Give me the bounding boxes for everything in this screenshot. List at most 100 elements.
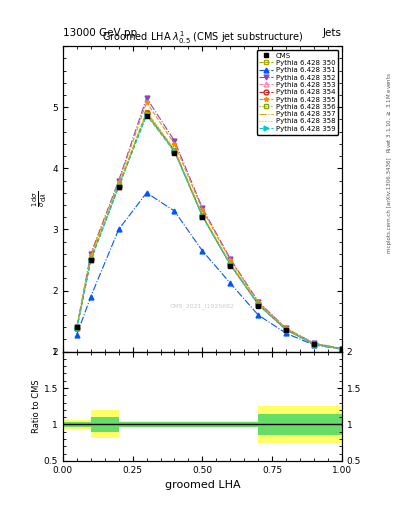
Text: CMS_2021_I1925682: CMS_2021_I1925682 [170,303,235,309]
Bar [258,414,342,435]
Line: Pythia 6.428 357: Pythia 6.428 357 [77,113,342,349]
Pythia 6.428 354 [256,301,261,307]
Pythia 6.428 350 [340,346,344,352]
Pythia 6.428 350 [284,327,288,333]
Pythia 6.428 355 [88,252,93,258]
Bar [63,420,91,429]
Pythia 6.428 353 [116,184,121,190]
Pythia 6.428 358 [256,301,261,307]
Pythia 6.428 353 [340,346,344,352]
Pythia 6.428 353 [284,327,288,333]
Pythia 6.428 358 [172,146,177,153]
Pythia 6.428 358 [144,109,149,115]
Pythia 6.428 355 [312,340,316,347]
Pythia 6.428 353 [75,325,79,331]
Pythia 6.428 353 [256,302,261,308]
Pythia 6.428 355 [75,324,79,330]
Pythia 6.428 359 [228,262,233,268]
Text: Rivet 3.1.10, $\geq$ 3.1M events: Rivet 3.1.10, $\geq$ 3.1M events [385,72,393,153]
Pythia 6.428 359 [256,302,261,308]
Line: CMS: CMS [74,114,344,352]
Pythia 6.428 352 [340,346,344,352]
Pythia 6.428 356 [340,346,344,352]
Bar [119,422,258,426]
Text: mcplots.cern.ch [arXiv:1306.3436]: mcplots.cern.ch [arXiv:1306.3436] [387,157,391,252]
Pythia 6.428 359 [144,112,149,118]
Title: Groomed LHA $\lambda^{1}_{0.5}$ (CMS jet substructure): Groomed LHA $\lambda^{1}_{0.5}$ (CMS jet… [102,29,303,46]
Pythia 6.428 357 [228,261,233,267]
Pythia 6.428 352 [75,324,79,330]
Pythia 6.428 354 [88,257,93,263]
Pythia 6.428 350 [200,212,205,219]
Pythia 6.428 356 [116,183,121,189]
Pythia 6.428 355 [172,141,177,147]
Pythia 6.428 351 [340,346,344,352]
Pythia 6.428 358 [200,211,205,218]
Pythia 6.428 352 [200,205,205,211]
Pythia 6.428 352 [116,178,121,184]
Pythia 6.428 351 [75,331,79,337]
Pythia 6.428 357 [256,301,261,307]
Pythia 6.428 357 [144,110,149,116]
Bar [91,417,119,433]
Pythia 6.428 356 [75,325,79,331]
Line: Pythia 6.428 355: Pythia 6.428 355 [74,100,344,351]
Line: Pythia 6.428 352: Pythia 6.428 352 [74,96,344,351]
Pythia 6.428 353 [172,148,177,154]
Pythia 6.428 359 [312,341,316,347]
Pythia 6.428 353 [312,341,316,347]
Pythia 6.428 359 [88,257,93,263]
Pythia 6.428 359 [340,346,344,352]
Pythia 6.428 352 [144,95,149,101]
Pythia 6.428 351 [172,208,177,214]
Line: Pythia 6.428 359: Pythia 6.428 359 [74,113,344,351]
CMS [340,346,344,352]
Pythia 6.428 358 [88,255,93,261]
Pythia 6.428 355 [228,257,233,263]
Pythia 6.428 354 [284,327,288,333]
Pythia 6.428 358 [75,325,79,331]
CMS [172,150,177,156]
Pythia 6.428 350 [88,255,93,262]
Pythia 6.428 350 [312,340,316,347]
Legend: CMS, Pythia 6.428 350, Pythia 6.428 351, Pythia 6.428 352, Pythia 6.428 353, Pyt: CMS, Pythia 6.428 350, Pythia 6.428 351,… [257,50,338,135]
Pythia 6.428 357 [340,346,344,352]
Pythia 6.428 358 [284,326,288,332]
CMS [88,257,93,263]
Pythia 6.428 358 [312,341,316,347]
CMS [116,184,121,190]
Pythia 6.428 353 [144,112,149,118]
Pythia 6.428 350 [172,147,177,153]
Pythia 6.428 357 [312,341,316,347]
CMS [256,303,261,309]
Pythia 6.428 353 [228,262,233,268]
Y-axis label: Ratio to CMS: Ratio to CMS [32,379,41,433]
Text: 13000 GeV pp: 13000 GeV pp [63,28,137,38]
Pythia 6.428 350 [144,109,149,115]
Bar [119,421,258,428]
Pythia 6.428 356 [200,213,205,219]
Bar [91,410,119,438]
Line: Pythia 6.428 350: Pythia 6.428 350 [74,110,344,351]
Pythia 6.428 352 [312,340,316,346]
Bar [258,406,342,442]
Pythia 6.428 351 [228,280,233,286]
Pythia 6.428 357 [75,325,79,331]
Pythia 6.428 354 [228,261,233,267]
Pythia 6.428 352 [228,255,233,262]
Pythia 6.428 358 [340,346,344,352]
Pythia 6.428 353 [200,213,205,219]
Pythia 6.428 351 [312,342,316,348]
Line: Pythia 6.428 354: Pythia 6.428 354 [74,111,344,351]
CMS [75,324,79,330]
Pythia 6.428 354 [312,341,316,347]
Pythia 6.428 355 [256,299,261,305]
Y-axis label: $\frac{1}{\sigma}\frac{\mathrm{d}\sigma}{\mathrm{d}\lambda}$: $\frac{1}{\sigma}\frac{\mathrm{d}\sigma}… [31,190,50,207]
Pythia 6.428 350 [228,261,233,267]
Pythia 6.428 354 [116,183,121,189]
Pythia 6.428 356 [88,257,93,263]
Pythia 6.428 351 [116,226,121,232]
Pythia 6.428 351 [284,330,288,336]
Pythia 6.428 356 [228,261,233,267]
Pythia 6.428 352 [256,298,261,305]
